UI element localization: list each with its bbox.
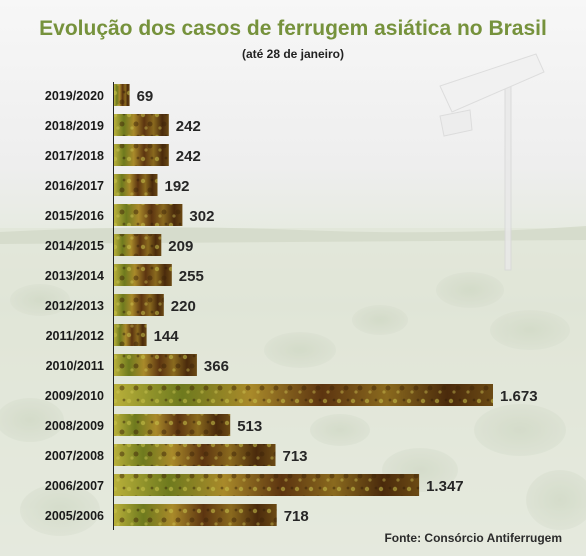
bar-texture (114, 204, 183, 226)
value-label: 366 (204, 358, 229, 375)
category-label: 2009/2010 (45, 389, 104, 403)
bar-texture (114, 264, 172, 286)
source-note: Fonte: Consórcio Antiferrugem (384, 531, 562, 545)
chart-subtitle: (até 28 de janeiro) (241, 47, 345, 61)
category-label: 2018/2019 (45, 119, 104, 133)
value-label: 144 (154, 328, 180, 345)
value-label: 192 (165, 178, 190, 195)
bar-texture (114, 354, 197, 376)
value-label: 69 (137, 88, 154, 105)
bar-texture (114, 384, 493, 406)
value-label: 220 (171, 298, 196, 315)
value-label: 1.673 (500, 388, 538, 405)
bar-texture (114, 444, 276, 466)
category-label: 2011/2012 (46, 329, 104, 343)
bars-group: 2019/2020 69 2018/2019 242 2017/2018 242 2016/… (45, 84, 538, 526)
value-label: 713 (283, 448, 308, 465)
category-label: 2013/2014 (45, 269, 104, 283)
value-label: 718 (284, 508, 309, 525)
category-label: 2010/2011 (46, 359, 104, 373)
value-label: 255 (179, 268, 204, 285)
bar-texture (114, 414, 231, 436)
bar-texture (114, 144, 169, 166)
bar-texture (114, 234, 162, 256)
value-label: 242 (176, 118, 201, 135)
bar-texture (114, 504, 277, 526)
bar-texture (114, 84, 130, 106)
value-label: 513 (237, 418, 262, 435)
category-label: 2012/2013 (45, 299, 104, 313)
leaf-shapes (0, 272, 586, 536)
category-label: 2015/2016 (45, 209, 104, 223)
category-label: 2017/2018 (45, 149, 104, 163)
bar-texture (114, 474, 420, 496)
category-label: 2008/2009 (45, 419, 104, 433)
category-label: 2005/2006 (45, 509, 104, 523)
category-label: 2006/2007 (45, 479, 104, 493)
category-label: 2019/2020 (45, 89, 104, 103)
bar-texture (114, 174, 158, 196)
bar-texture (114, 114, 169, 136)
value-label: 242 (176, 148, 201, 165)
bar-texture (114, 324, 147, 346)
weather-vane-pole (439, 53, 545, 271)
value-label: 209 (168, 238, 193, 255)
category-label: 2016/2017 (45, 179, 104, 193)
category-label: 2007/2008 (45, 449, 104, 463)
category-label: 2014/2015 (45, 239, 104, 253)
bar-texture (114, 294, 164, 316)
value-label: 1.347 (426, 478, 464, 495)
chart-title: Evolução dos casos de ferrugem asiática … (39, 17, 547, 40)
value-label: 302 (189, 208, 214, 225)
